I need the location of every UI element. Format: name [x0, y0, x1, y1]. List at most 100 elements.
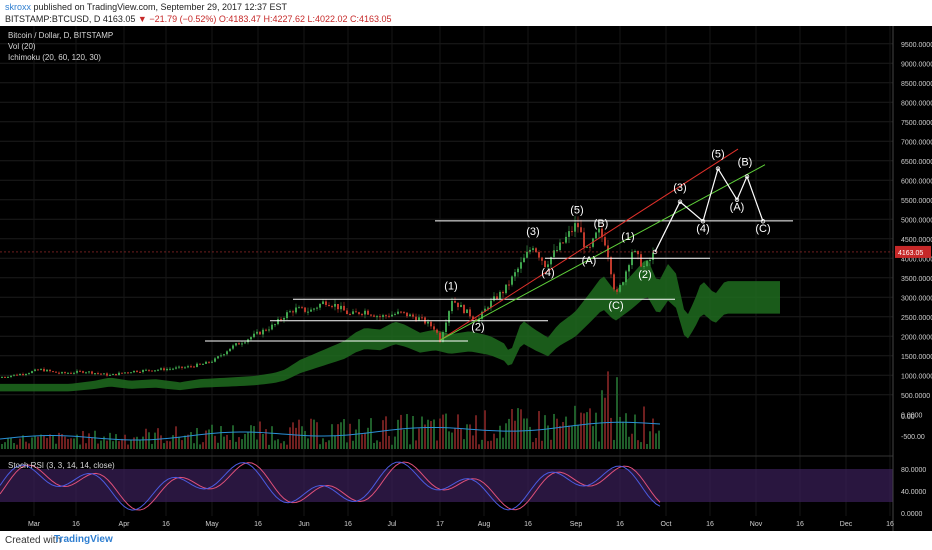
volume-bar	[400, 414, 402, 449]
volume-bar	[43, 435, 45, 449]
volume-bar	[427, 419, 429, 449]
candle-body	[601, 228, 603, 238]
candle-body	[535, 248, 537, 253]
candle-body	[415, 316, 417, 321]
price-tick-label: 5000.0000	[901, 217, 932, 224]
candle-body	[358, 312, 360, 315]
candle-body	[364, 310, 366, 315]
candle-body	[526, 251, 528, 258]
time-tick-label: 16	[254, 521, 262, 528]
time-tick-label: 16	[796, 521, 804, 528]
volume-bar	[274, 440, 276, 449]
volume-bar	[364, 432, 366, 449]
volume-bar	[190, 432, 192, 449]
grid	[0, 26, 893, 516]
volume-bar	[523, 418, 525, 449]
candle-body	[487, 307, 489, 309]
chart-background	[0, 26, 932, 531]
time-tick-label: 16	[344, 521, 352, 528]
wave-point	[677, 199, 683, 204]
candle-body	[634, 250, 636, 252]
candle-body	[232, 345, 234, 349]
candle-body	[370, 314, 372, 316]
volume-bar	[343, 419, 345, 449]
wave-point	[700, 219, 706, 224]
price-tick-label: 7500.0000	[901, 120, 932, 127]
candle-body	[361, 314, 363, 316]
volume-bar	[304, 430, 306, 449]
candle-body	[49, 369, 51, 372]
wave-label: (A)	[730, 201, 745, 213]
last-price-tag	[895, 245, 931, 258]
candle-body	[22, 373, 24, 375]
candle-body	[385, 315, 387, 317]
candle-body	[220, 355, 222, 357]
candle-body	[427, 321, 429, 324]
candle-body	[229, 348, 231, 352]
price-tick-label: 1000.0000	[901, 373, 932, 380]
volume-bar	[130, 440, 132, 449]
volume-bar	[58, 432, 60, 449]
volume-bar	[139, 440, 141, 449]
volume-bar	[280, 443, 282, 449]
volume-bar	[475, 415, 477, 449]
candle-body	[160, 368, 162, 370]
volume-bar	[376, 440, 378, 449]
candle-body	[274, 324, 276, 326]
candle-body	[127, 372, 129, 374]
wave-label: (C)	[608, 300, 623, 312]
volume-bar	[526, 418, 528, 449]
candle-body	[400, 311, 402, 313]
volume-bar	[292, 422, 294, 449]
volume-bar	[634, 414, 636, 449]
volume-ma-line	[0, 421, 661, 441]
volume-bar	[232, 425, 234, 449]
candle-body	[211, 361, 213, 363]
wave-label: (5)	[570, 204, 583, 216]
price-chart[interactable]: (1) (2) (3) (4) (5) (B) (A) (C) (1) (2) (3) (4) (5) (…	[0, 26, 932, 531]
candle-body	[289, 311, 291, 313]
candle-body	[154, 370, 156, 372]
last-price-label: 4163.05	[898, 250, 923, 257]
ohlc-values: O:4183.47 H:4227.62 L:4022.02 C:4163.05	[218, 14, 392, 24]
wave-label: (2)	[638, 269, 651, 281]
candle-body	[61, 372, 63, 374]
legend-vol: Vol (20)	[8, 42, 36, 51]
candle-body	[442, 332, 444, 343]
author-link[interactable]: skroxx	[5, 2, 32, 12]
candle-body	[349, 314, 351, 316]
time-tick-label: 16	[616, 521, 624, 528]
volume-bar	[352, 440, 354, 449]
candle-body	[556, 250, 558, 252]
time-tick-label: Aug	[478, 521, 491, 528]
price-change: ▼ −21.79 (−0.52%)	[137, 14, 217, 24]
candle-body	[307, 311, 309, 313]
candle-body	[439, 332, 441, 343]
candle-body	[88, 371, 90, 373]
wave-label: (B)	[738, 156, 753, 168]
candle-body	[52, 371, 54, 373]
wave-label: (C)	[755, 223, 770, 235]
volume-bar	[100, 440, 102, 449]
volume-bar	[379, 441, 381, 449]
volume-bar	[73, 438, 75, 449]
candle-body	[586, 246, 588, 248]
candle-body	[499, 291, 501, 300]
volume-bar	[235, 441, 237, 449]
volume-bar	[295, 427, 297, 449]
volume-bar	[253, 426, 255, 449]
volume-bar	[547, 425, 549, 449]
candle-body	[496, 296, 498, 300]
price-tick-label: 0.0000	[901, 412, 923, 419]
volume-bar	[40, 434, 42, 449]
candle-body	[145, 369, 147, 371]
candle-body	[25, 374, 27, 376]
candle-body	[133, 370, 135, 373]
candle-body	[268, 329, 270, 331]
tradingview-logo[interactable]: TradingView	[54, 534, 113, 545]
volume-bar	[652, 418, 654, 449]
volume-bar	[409, 444, 411, 449]
time-tick-label: Sep	[570, 521, 583, 528]
candle-body	[574, 223, 576, 232]
volume-bar	[319, 444, 321, 449]
